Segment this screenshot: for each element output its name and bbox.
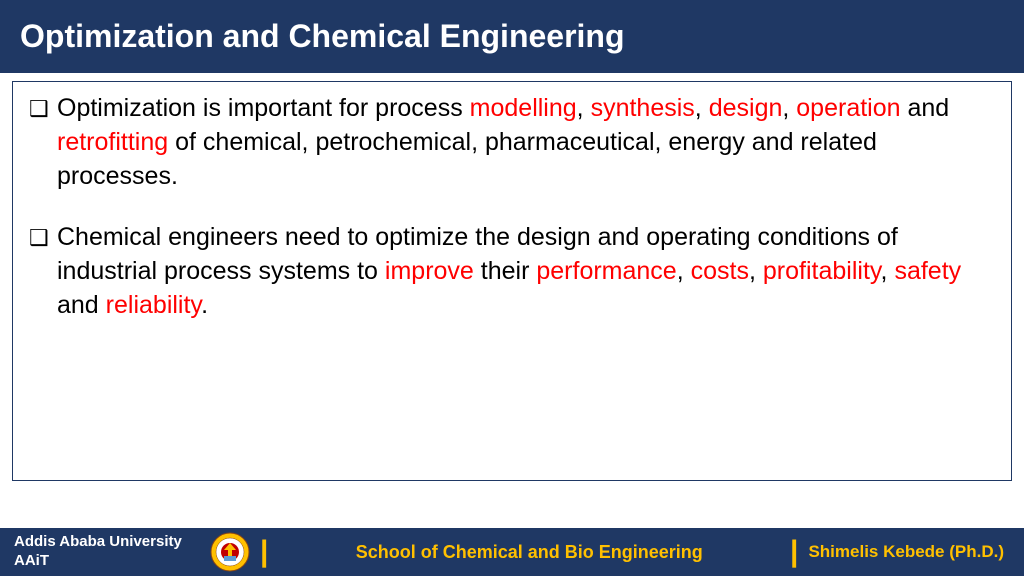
highlight-text: reliability — [106, 291, 201, 319]
slide-title-bar: Optimization and Chemical Engineering — [0, 0, 1024, 73]
body-text: , — [881, 257, 895, 285]
highlight-text: design — [709, 94, 783, 122]
highlight-text: retrofitting — [57, 128, 168, 156]
highlight-text: modelling — [470, 94, 577, 122]
highlight-text: improve — [385, 257, 474, 285]
highlight-text: performance — [536, 257, 676, 285]
content-box: Optimization is important for process mo… — [12, 81, 1012, 481]
slide-footer: Addis Ababa University AAiT | School of … — [0, 528, 1024, 576]
slide-title: Optimization and Chemical Engineering — [20, 18, 625, 54]
body-text: and — [901, 94, 950, 122]
body-text: , — [677, 257, 691, 285]
body-text: , — [695, 94, 709, 122]
body-text: , — [577, 94, 591, 122]
footer-school: School of Chemical and Bio Engineering — [278, 542, 780, 563]
bullet-item: Chemical engineers need to optimize the … — [29, 221, 995, 322]
body-text: their — [474, 257, 537, 285]
body-text: of chemical, petrochemical, pharmaceutic… — [57, 128, 877, 190]
footer-institute: AAiT — [14, 552, 210, 571]
highlight-text: operation — [796, 94, 900, 122]
body-text: . — [201, 291, 208, 319]
university-logo-icon — [210, 532, 250, 572]
bullet-item: Optimization is important for process mo… — [29, 92, 995, 193]
footer-affiliation: Addis Ababa University AAiT — [0, 533, 210, 571]
highlight-text: synthesis — [591, 94, 695, 122]
body-text: , — [749, 257, 763, 285]
footer-university: Addis Ababa University — [14, 533, 210, 552]
highlight-text: profitability — [763, 257, 881, 285]
highlight-text: costs — [691, 257, 749, 285]
footer-author: Shimelis Kebede (Ph.D.) — [808, 542, 1024, 562]
body-text: , — [782, 94, 796, 122]
body-text: Optimization is important for process — [57, 94, 470, 122]
body-text: and — [57, 291, 106, 319]
highlight-text: safety — [894, 257, 961, 285]
footer-separator: | — [780, 535, 808, 569]
bullet-list: Optimization is important for process mo… — [29, 92, 995, 323]
footer-separator: | — [250, 535, 278, 569]
